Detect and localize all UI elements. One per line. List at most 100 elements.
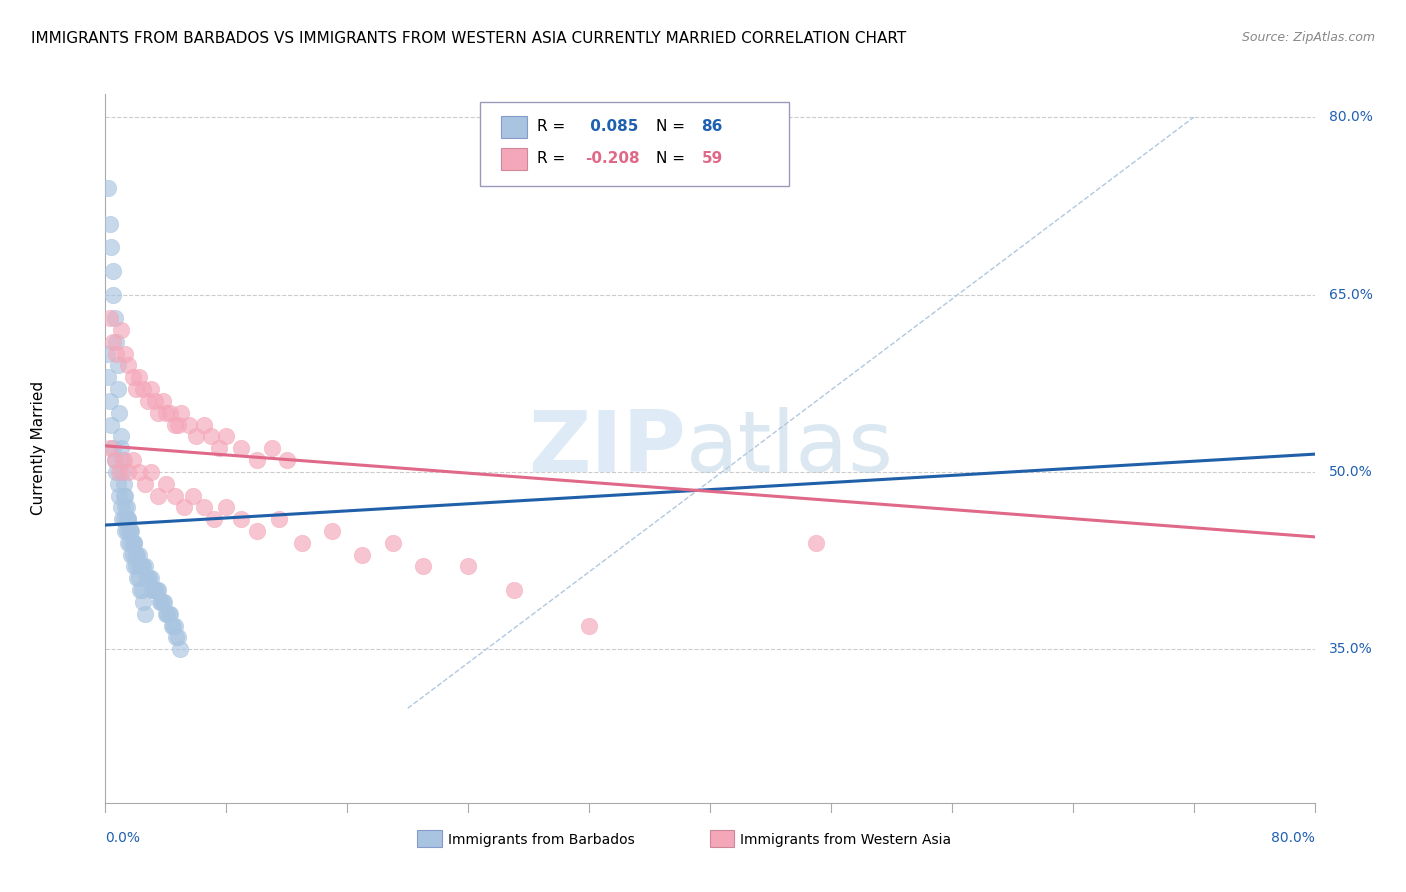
Point	[153, 595, 176, 609]
Point	[167, 417, 190, 432]
Bar	[418, 830, 441, 847]
Text: 80.0%: 80.0%	[1329, 111, 1374, 124]
Point	[208, 441, 231, 455]
Point	[122, 559, 145, 574]
Point	[98, 217, 121, 231]
Point	[112, 489, 135, 503]
Text: Currently Married: Currently Married	[31, 381, 46, 516]
Point	[100, 240, 122, 254]
Point	[112, 453, 135, 467]
Point	[260, 441, 283, 455]
Point	[170, 406, 193, 420]
Point	[291, 535, 314, 549]
Point	[143, 583, 166, 598]
Point	[163, 417, 186, 432]
Point	[502, 583, 524, 598]
Text: N =: N =	[655, 151, 689, 166]
Text: 80.0%: 80.0%	[1271, 831, 1315, 845]
Point	[122, 535, 145, 549]
Point	[115, 524, 138, 538]
Text: 0.0%: 0.0%	[105, 831, 141, 845]
Point	[117, 465, 139, 479]
Point	[107, 382, 129, 396]
Point	[157, 607, 180, 621]
Point	[804, 535, 827, 549]
Point	[148, 406, 170, 420]
Point	[122, 535, 145, 549]
Point	[134, 559, 156, 574]
Text: 50.0%: 50.0%	[1329, 465, 1372, 479]
Point	[173, 500, 195, 515]
Point	[110, 441, 132, 455]
Point	[117, 512, 139, 526]
Point	[149, 595, 172, 609]
Text: 59: 59	[702, 151, 723, 166]
Text: 0.085: 0.085	[585, 119, 638, 134]
Point	[105, 346, 128, 360]
Point	[108, 465, 131, 479]
Point	[246, 453, 269, 467]
Point	[141, 583, 163, 598]
Point	[136, 571, 159, 585]
Point	[457, 559, 479, 574]
Point	[152, 595, 174, 609]
Point	[129, 583, 152, 598]
Point	[162, 618, 184, 632]
Point	[118, 524, 141, 538]
Point	[98, 441, 121, 455]
Point	[100, 417, 122, 432]
Bar	[710, 830, 734, 847]
Point	[117, 512, 139, 526]
Text: R =: R =	[537, 119, 571, 134]
Point	[169, 642, 191, 657]
Point	[97, 370, 120, 384]
Point	[101, 334, 124, 349]
Point	[215, 500, 238, 515]
Point	[128, 548, 150, 562]
Point	[103, 453, 125, 467]
Point	[134, 476, 156, 491]
Point	[352, 548, 374, 562]
Point	[117, 535, 139, 549]
Point	[321, 524, 343, 538]
Point	[103, 311, 125, 326]
Point	[101, 287, 124, 301]
Point	[128, 559, 150, 574]
Point	[103, 453, 125, 467]
Text: 65.0%: 65.0%	[1329, 287, 1374, 301]
Point	[155, 607, 177, 621]
Point	[115, 512, 138, 526]
Point	[159, 607, 181, 621]
Point	[138, 571, 160, 585]
Point	[134, 607, 156, 621]
Point	[114, 500, 136, 515]
Point	[163, 489, 186, 503]
Point	[412, 559, 434, 574]
Point	[215, 429, 238, 443]
Point	[139, 382, 162, 396]
Point	[118, 535, 141, 549]
Point	[105, 465, 128, 479]
Point	[114, 489, 136, 503]
Point	[193, 500, 215, 515]
Point	[142, 583, 165, 598]
Point	[110, 429, 132, 443]
Point	[108, 406, 131, 420]
Point	[98, 393, 121, 408]
Point	[96, 346, 118, 360]
Point	[159, 406, 181, 420]
Point	[121, 548, 143, 562]
Point	[186, 429, 208, 443]
Point	[115, 500, 138, 515]
Point	[110, 500, 132, 515]
Point	[148, 489, 170, 503]
Point	[200, 429, 222, 443]
Point	[101, 441, 124, 455]
Text: atlas: atlas	[686, 407, 894, 490]
Point	[111, 453, 134, 467]
Point	[121, 453, 143, 467]
Text: -0.208: -0.208	[585, 151, 640, 166]
Point	[128, 465, 150, 479]
Point	[118, 524, 141, 538]
Point	[152, 393, 174, 408]
